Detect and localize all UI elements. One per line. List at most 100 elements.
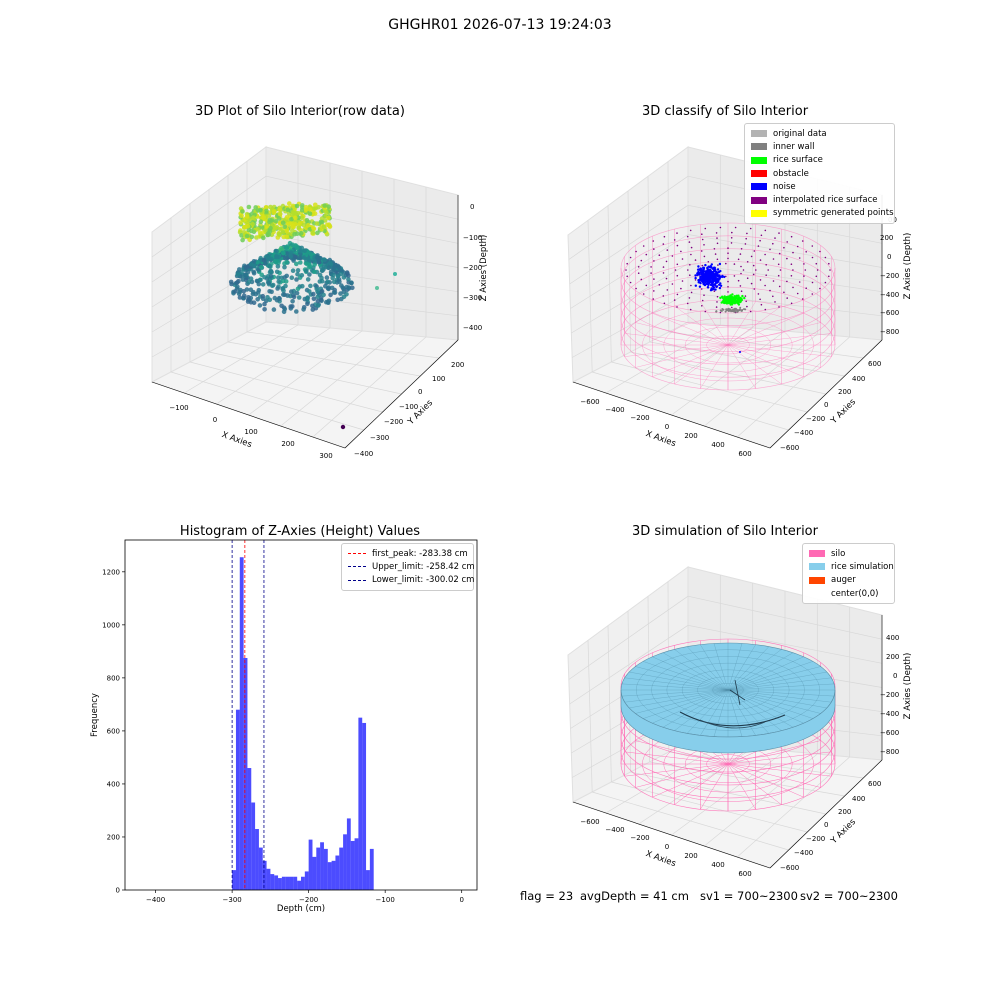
wire-spoke — [727, 344, 832, 357]
data-point — [315, 303, 321, 308]
data-point — [282, 264, 287, 270]
interpolated-point — [642, 293, 645, 295]
data-point — [239, 213, 244, 218]
interpolated-point — [701, 305, 703, 307]
data-point — [245, 269, 251, 275]
data-point — [267, 229, 273, 234]
data-point — [238, 220, 243, 225]
wire-spoke — [635, 344, 729, 368]
interpolated-point — [767, 269, 769, 271]
data-point — [284, 259, 290, 265]
data-point — [255, 226, 260, 232]
interpolated-point — [753, 288, 756, 290]
interpolated-point — [704, 310, 707, 313]
noise-point — [721, 274, 724, 278]
data-point — [245, 214, 250, 219]
data-point — [290, 268, 296, 274]
interpolated-point — [796, 292, 799, 295]
data-point — [246, 204, 252, 210]
sim-z-tick: −400 — [880, 710, 899, 718]
rice-surface-point — [735, 294, 739, 298]
interpolated-point — [703, 244, 705, 246]
raw-z-label: Z Axies (Depth) — [479, 235, 489, 302]
data-point — [267, 269, 273, 275]
data-point — [311, 225, 316, 231]
data-point — [284, 234, 289, 239]
noise-point — [716, 268, 720, 271]
sim-z-tick: −600 — [880, 729, 899, 737]
noise-point — [707, 273, 710, 276]
interpolated-point — [666, 249, 669, 251]
raw-x-tick: 0 — [213, 416, 217, 424]
raw-point-cloud — [228, 201, 355, 315]
interpolated-point — [640, 259, 643, 262]
noise-point — [702, 281, 705, 284]
noise-point — [709, 289, 713, 292]
data-point — [326, 215, 331, 221]
interpolated-point — [803, 263, 805, 265]
interpolated-point — [650, 266, 652, 268]
rice-surface-point — [725, 302, 729, 305]
noise-point — [708, 279, 712, 282]
data-point — [260, 282, 266, 287]
sim-x-tick: 0 — [665, 843, 669, 851]
interpolated-point — [816, 269, 819, 271]
data-point — [283, 245, 289, 250]
interpolated-point — [824, 281, 827, 284]
noise-point — [696, 272, 699, 276]
raw-outlier-point — [375, 286, 379, 290]
classify-point-cloud — [625, 226, 831, 353]
data-point — [295, 268, 301, 273]
data-point — [296, 295, 302, 300]
wire-spoke — [652, 312, 729, 346]
interpolated-point — [640, 278, 643, 281]
sim-x-tick: 400 — [711, 861, 724, 869]
data-point — [310, 307, 316, 312]
noise-point — [711, 281, 714, 284]
raw-x-tick: 200 — [281, 440, 294, 448]
interpolated-point — [824, 256, 827, 259]
interpolated-point — [681, 280, 684, 282]
interpolated-point — [786, 241, 788, 243]
interpolated-point — [760, 303, 763, 306]
interpolated-point — [662, 295, 665, 297]
noise-point — [698, 273, 701, 276]
data-point — [246, 227, 252, 233]
interpolated-point — [662, 243, 665, 245]
noise-point — [701, 274, 705, 277]
data-point — [328, 292, 333, 298]
noise-point — [715, 285, 719, 288]
data-point — [322, 203, 327, 208]
interpolated-point — [645, 253, 648, 256]
noise-point — [709, 280, 713, 284]
interpolated-point — [745, 300, 747, 303]
interpolated-point — [777, 274, 780, 277]
data-point — [292, 231, 297, 237]
interpolated-point — [676, 306, 678, 308]
interpolated-point — [819, 250, 821, 253]
interpolated-point — [815, 262, 818, 265]
interpolated-point — [687, 269, 689, 271]
data-point — [250, 221, 255, 227]
data-point — [301, 255, 307, 260]
raw-z-tick: −100 — [463, 234, 482, 242]
wire-spoke — [652, 344, 729, 378]
interpolated-point — [653, 260, 655, 262]
wire-spoke — [624, 333, 729, 346]
data-point — [302, 248, 308, 253]
interpolated-point — [745, 237, 747, 240]
data-point — [315, 298, 321, 304]
noise-point — [705, 274, 708, 277]
data-point — [280, 220, 286, 226]
data-point — [246, 279, 251, 285]
noise-point — [714, 288, 717, 291]
interpolated-point — [790, 263, 793, 266]
interpolated-point — [704, 227, 707, 230]
interpolated-point — [740, 272, 742, 275]
data-point — [273, 218, 279, 224]
interpolated-point — [730, 242, 733, 244]
sim-x-tick: −600 — [580, 818, 599, 826]
interpolated-point — [778, 252, 781, 255]
data-point — [333, 262, 338, 268]
data-point — [324, 275, 330, 280]
